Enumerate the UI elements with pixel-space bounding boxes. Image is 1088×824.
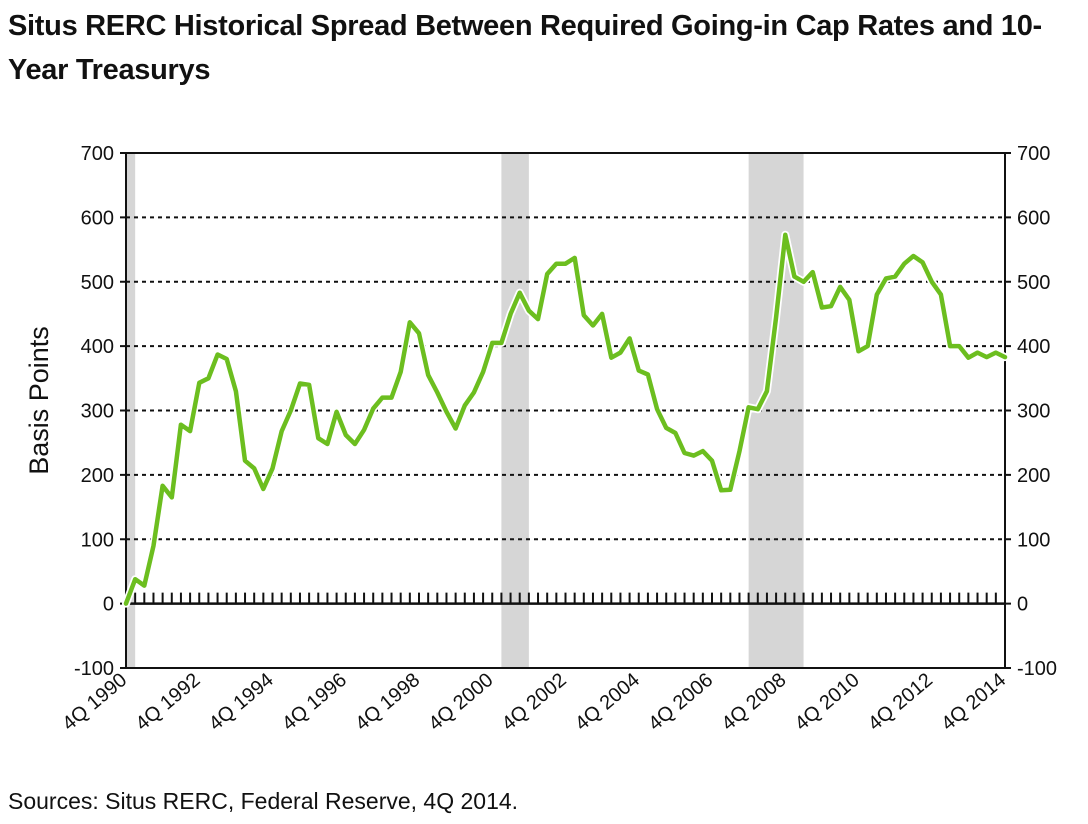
series-line [122,230,1009,608]
x-tick-label: 4Q 2006 [644,669,717,735]
y-right-tick-label: 500 [1017,272,1050,294]
y-tick-label: 600 [81,207,114,229]
series-line-halo [122,230,1009,608]
y-right-tick-label: 200 [1017,465,1050,487]
source-note: Sources: Situs RERC, Federal Reserve, 4Q… [8,788,519,814]
axes [120,152,1011,669]
y-tick-label: 300 [81,401,114,423]
recession-band-1 [126,153,136,668]
chart: -100 0 100 200 300 400 500 600 700 -100 0 100 200 300… [24,143,1057,735]
y-tick-label: 400 [81,336,114,358]
y-right-tick-label: 0 [1017,594,1028,616]
x-tick-label: 4Q 2010 [791,669,864,735]
x-tick-label: 4Q 1994 [205,669,278,735]
zero-axis [125,592,1006,605]
x-tick-label: 4Q 1992 [132,669,205,735]
x-tick-label: 4Q 2004 [571,669,644,735]
y-right-tick-label: 700 [1017,143,1050,165]
x-tick-label: 4Q 2014 [937,669,1010,735]
x-tick-label: 4Q 1998 [351,669,424,735]
y-tick-label: 200 [81,465,114,487]
series-line-spread [123,232,1008,606]
x-tick-label: 4Q 2002 [498,669,571,735]
y-right-tick-label: -100 [1017,658,1057,680]
x-tick-label: 4Q 1996 [278,669,351,735]
y-tick-label: 0 [103,594,114,616]
x-tick-label: 4Q 2000 [425,669,498,735]
chart-title: Situs RERC Historical Spread Between Req… [8,10,1042,86]
y-tick-label: 500 [81,272,114,294]
y-right-tick-label: 400 [1017,336,1050,358]
y-tick-label: 100 [81,529,114,551]
y-axis-label: Basis Points [24,326,54,475]
y-tick-label: -100 [74,658,114,680]
y-right-tick-label: 300 [1017,401,1050,423]
x-tick-label: 4Q 2012 [864,669,937,735]
x-tick-label: 4Q 2008 [718,669,791,735]
y-tick-label: 700 [81,143,114,165]
y-right-tick-label: 100 [1017,529,1050,551]
y-right-tick-label: 600 [1017,207,1050,229]
